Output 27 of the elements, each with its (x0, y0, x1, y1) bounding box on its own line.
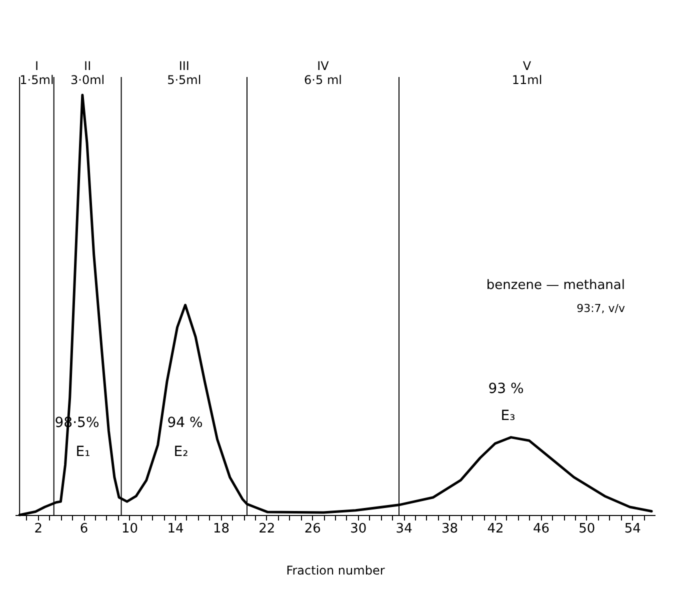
x-tick-label: 30 (350, 522, 367, 536)
x-tick-label: 2 (34, 522, 42, 536)
x-tick-label: 50 (578, 522, 596, 536)
x-tick-label: 54 (624, 522, 641, 536)
x-tick-label: 10 (122, 522, 138, 536)
text: V 11ml (512, 59, 542, 87)
text: I 1·5ml (20, 59, 54, 87)
annotation: E₁ (76, 444, 90, 460)
annotation: 93 % (488, 381, 524, 397)
x-tick-label: 6 (80, 522, 88, 536)
annotation: E₂ (174, 444, 188, 460)
annotation: benzene — methanal (486, 278, 625, 293)
annotation: 93:7, v/v (576, 302, 626, 315)
x-axis-title: Fraction number (286, 564, 385, 578)
x-tick-label: 14 (167, 522, 184, 536)
x-tick-label: 26 (304, 522, 321, 536)
x-tick-label: 18 (212, 522, 230, 536)
x-tick-label: 46 (532, 522, 550, 536)
x-tick-label: 34 (396, 522, 412, 536)
text: IV 6·5 ml (304, 59, 342, 87)
annotation: E₃ (500, 408, 516, 424)
text: II 3·0ml (70, 59, 105, 87)
annotation: 94 % (167, 415, 203, 431)
text: III 5·5ml (167, 59, 202, 87)
x-tick-label: 38 (442, 522, 458, 536)
x-tick-label: 22 (258, 522, 276, 536)
x-tick-label: 42 (487, 522, 504, 536)
